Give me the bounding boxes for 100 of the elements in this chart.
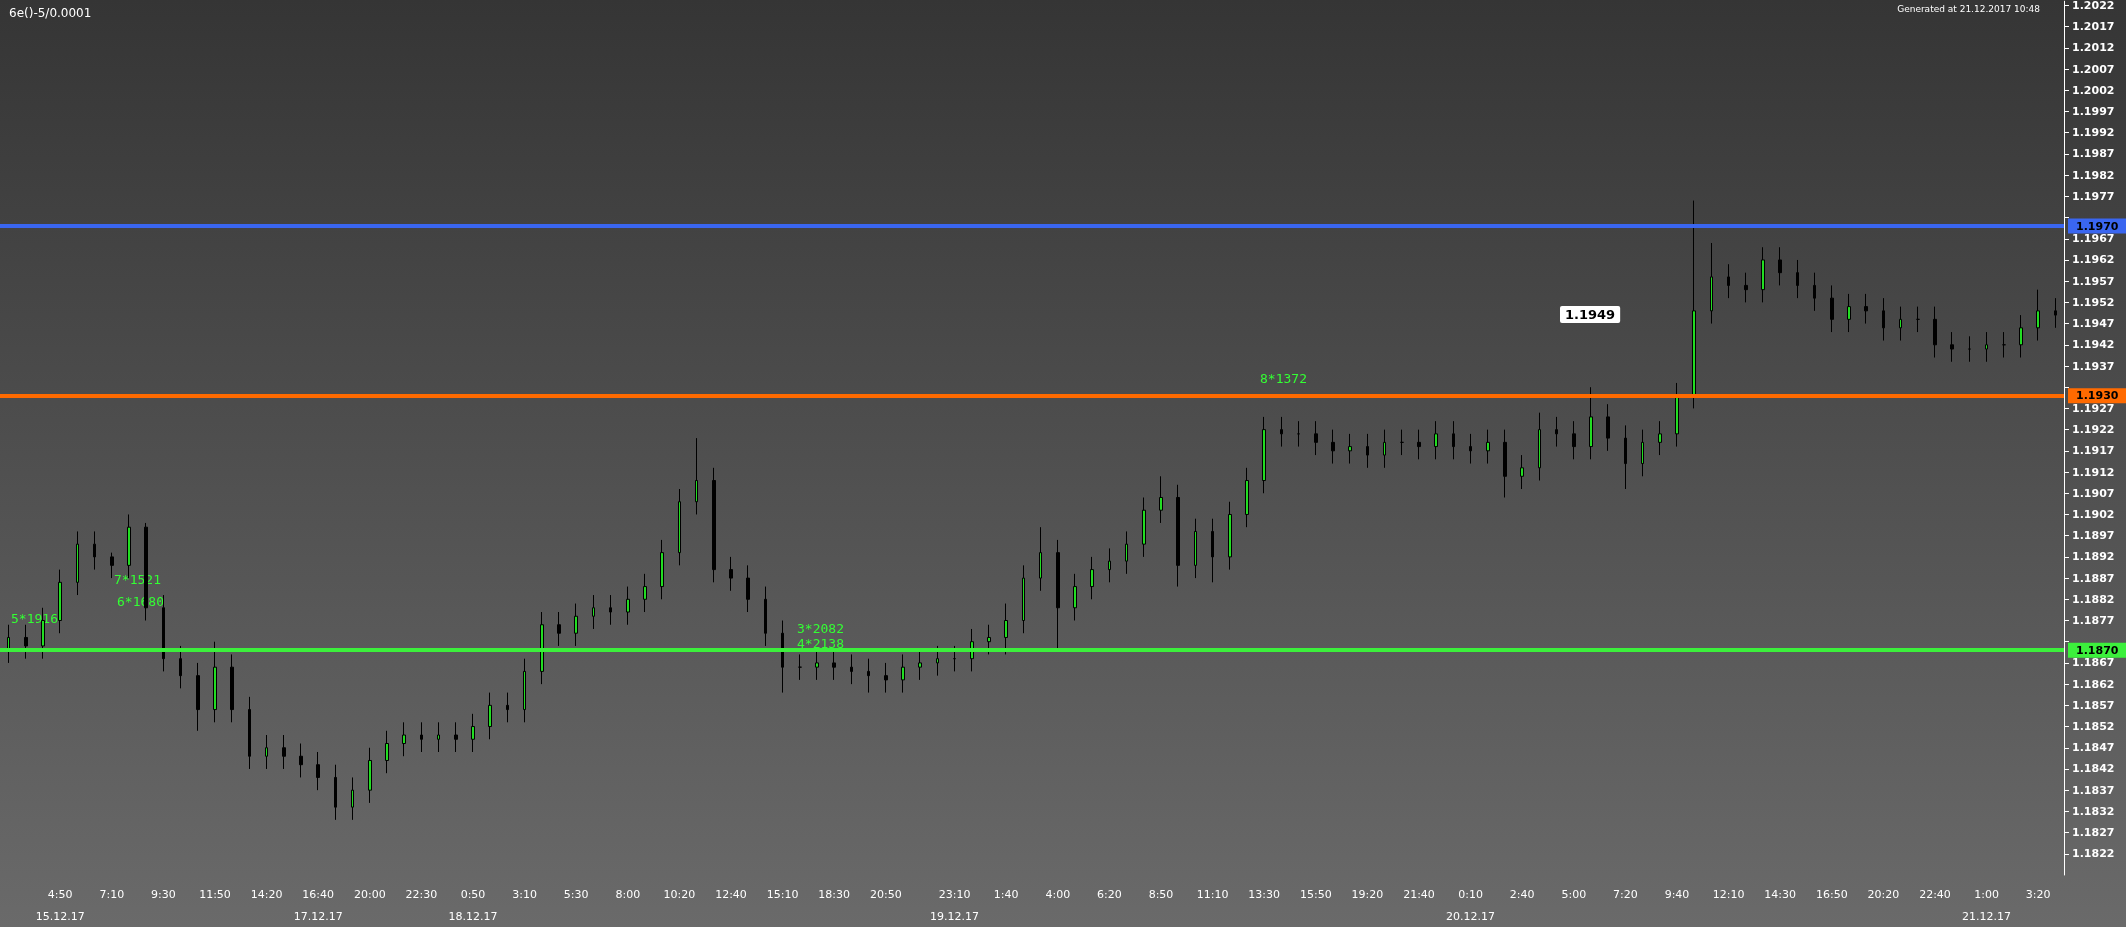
x-tick-label: 1:00 21.12.17	[1962, 887, 2012, 923]
y-tick-label: 1.1967	[2072, 232, 2115, 246]
candlestick	[1692, 200, 1696, 409]
x-tick-label: 8:00	[615, 887, 641, 901]
x-tick-label: 1:40	[993, 887, 1019, 901]
candlestick	[7, 624, 10, 664]
x-tick-label: 15:50	[1299, 887, 1332, 901]
candlestick	[1314, 420, 1318, 456]
ref-line-label: 1.1870	[2076, 643, 2119, 657]
candlestick	[557, 611, 561, 647]
y-tick-label: 1.1952	[2072, 295, 2115, 309]
candlestick	[1589, 386, 1593, 460]
y-tick-label: 1.1882	[2072, 592, 2115, 606]
candlestick	[884, 662, 888, 694]
candlestick	[798, 653, 802, 681]
x-tick-label: 11:50	[199, 887, 231, 901]
candlestick	[1039, 526, 1042, 592]
candlestick	[1400, 429, 1404, 456]
x-tick-label: 16:40 17.12.17	[293, 887, 343, 923]
x-tick-label: 14:30	[1764, 887, 1797, 901]
candlestick	[179, 645, 182, 689]
candlestick	[1744, 272, 1748, 303]
candlestick	[1469, 433, 1472, 465]
y-tick-label: 1.1847	[2072, 741, 2115, 755]
x-tick-label: 13:30	[1248, 887, 1281, 901]
x-tick-label: 3:20	[2025, 887, 2051, 901]
y-tick-label: 1.1977	[2072, 189, 2115, 203]
candlestick	[609, 594, 612, 626]
candlestick	[660, 539, 664, 600]
candlestick	[1675, 382, 1679, 448]
x-tick-label: 10:20	[663, 887, 696, 901]
y-tick-label: 1.2017	[2072, 20, 2115, 34]
annotation: 8*1372	[1260, 371, 1307, 386]
y-tick-label: 1.2012	[2072, 41, 2115, 55]
candlestick	[712, 467, 716, 583]
candlestick	[162, 594, 165, 672]
candlestick	[420, 721, 423, 753]
candlestick	[196, 662, 200, 732]
candlestick	[1503, 429, 1507, 498]
candlestick	[58, 569, 62, 634]
y-tick-label: 1.1902	[2072, 507, 2115, 521]
y-tick-label: 1.1827	[2072, 826, 2115, 840]
candlestick	[402, 721, 406, 757]
x-tick-label: 23:10 19.12.17	[930, 887, 980, 923]
candlestick	[1796, 259, 1799, 299]
y-tick-label: 1.1917	[2072, 444, 2115, 458]
candlestick	[815, 649, 819, 681]
y-tick-label: 1.2022	[2072, 0, 2115, 12]
candlestick	[1004, 603, 1008, 655]
y-tick-label: 1.1862	[2072, 677, 2115, 691]
candlestick	[901, 653, 905, 694]
y-tick-label: 1.1962	[2072, 253, 2115, 267]
candlestick	[2002, 331, 2006, 359]
candlestick	[1297, 420, 1300, 448]
candlestick	[1486, 429, 1490, 465]
y-tick-label: 1.1832	[2072, 804, 2115, 818]
candlestick	[1159, 475, 1163, 524]
x-tick-label: 11:10	[1196, 887, 1229, 901]
y-tick-label: 1.1842	[2072, 762, 2115, 776]
candlestick	[574, 603, 578, 647]
candlestick	[76, 530, 79, 596]
annotation: 4*2138	[797, 636, 844, 651]
candlestick	[2019, 314, 2023, 359]
candlestick	[764, 586, 767, 647]
candlestick	[1366, 433, 1369, 469]
candlestick	[936, 645, 939, 677]
candlestick	[1211, 518, 1214, 583]
candlestick	[987, 624, 991, 655]
y-tick-label: 1.1947	[2072, 317, 2115, 331]
x-tick-label: 21:40	[1403, 887, 1435, 901]
candlestick	[1262, 416, 1266, 494]
chart-title: 6e()-5/0.0001	[9, 6, 92, 20]
candlestick	[110, 552, 114, 579]
annotation: 5*1916	[11, 611, 58, 626]
x-tick-label: 12:40	[715, 887, 747, 901]
candlestick	[316, 751, 320, 791]
y-tick-label: 1.1852	[2072, 720, 2115, 734]
x-tick-label: 20:00	[353, 887, 386, 901]
candlestick	[1280, 416, 1283, 448]
y-tick-label: 1.1887	[2072, 571, 2115, 585]
x-tick-label: 5:00	[1561, 887, 1587, 901]
y-tick-label: 1.2002	[2072, 83, 2115, 97]
candlestick	[1933, 306, 1937, 359]
x-tick-label: 4:00	[1045, 887, 1071, 901]
candlestick	[1864, 293, 1868, 325]
candlestick	[678, 488, 681, 566]
candlestick	[1538, 412, 1541, 482]
y-tick-label: 1.1937	[2072, 359, 2115, 373]
annotation: 3*2082	[797, 621, 844, 636]
candlestick	[385, 730, 389, 774]
candlestick	[1985, 331, 1988, 363]
x-tick-label: 3:10	[512, 887, 537, 901]
candlestick	[540, 611, 544, 685]
candlestick	[1641, 429, 1644, 477]
candlestick	[832, 649, 836, 681]
candlestick	[1228, 501, 1232, 571]
y-tick-label: 1.2007	[2072, 62, 2115, 76]
candlestick	[1142, 496, 1146, 558]
y-tick-label: 1.1907	[2072, 486, 2115, 500]
candlestick	[93, 530, 96, 571]
